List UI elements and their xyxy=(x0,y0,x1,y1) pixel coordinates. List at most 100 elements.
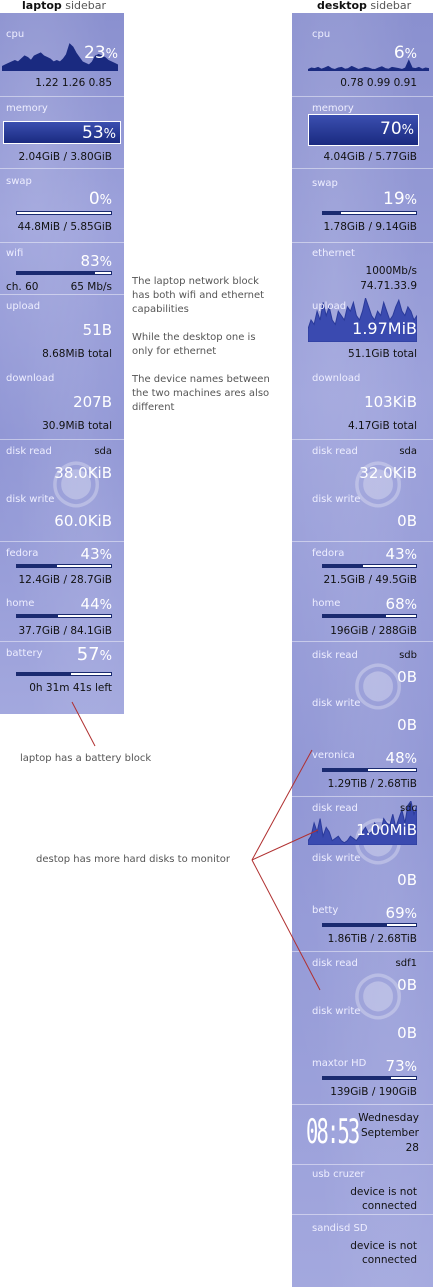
disk-read-label: disk read xyxy=(312,803,358,814)
wifi-percent: 83% xyxy=(80,252,112,270)
veronica-percent: 48% xyxy=(385,749,417,767)
disk-read-label: disk read xyxy=(312,958,358,969)
home-label: home xyxy=(6,598,35,609)
fedora-percent: 43% xyxy=(385,545,417,563)
disk-write-label: disk write xyxy=(312,698,361,709)
home-detail: 37.7GiB / 84.1GiB xyxy=(18,625,113,637)
sandisk-status: device is not connected xyxy=(350,1240,417,1266)
laptop-home-block: home 44% 37.7GiB / 84.1GiB xyxy=(0,592,124,642)
disk-write-label: disk write xyxy=(312,494,361,505)
maxtor-detail: 139GiB / 190GiB xyxy=(330,1086,417,1098)
laptop-sidebar: cpu 23% 1.22 1.26 0.85 memory 53% 2.04Gi… xyxy=(0,13,124,714)
disk-write-rate: 0B xyxy=(397,1024,417,1042)
betty-percent: 69% xyxy=(385,904,417,922)
disk-write-rate: 0B xyxy=(397,716,417,734)
veronica-detail: 1.29TiB / 2.68TiB xyxy=(327,778,417,790)
laptop-sidebar-title: laptop sidebar xyxy=(22,0,107,12)
laptop-download-block: download 207B 30.9MiB total xyxy=(0,367,124,440)
memory-fill: 70% xyxy=(308,114,419,146)
desktop-clock-block: 08:53 Wednesday September 28 xyxy=(292,1105,433,1165)
upload-label: upload xyxy=(6,301,41,312)
swap-detail: 44.8MiB / 5.85GiB xyxy=(17,221,112,233)
battery-label: battery xyxy=(6,648,43,659)
laptop-memory-block: memory 53% 2.04GiB / 3.80GiB xyxy=(0,97,124,169)
disk-write-label: disk write xyxy=(6,494,55,505)
wifi-rate: 65 Mb/s xyxy=(70,281,112,293)
network-note: The laptop network block has both wifi a… xyxy=(132,276,270,413)
laptop-upload-block: upload 51B 8.68MiB total xyxy=(0,295,124,367)
disk-read-label: disk read xyxy=(312,650,358,661)
home-label: home xyxy=(312,598,341,609)
swap-label: swap xyxy=(312,178,338,189)
download-label: download xyxy=(312,373,361,384)
clock-day: 28 xyxy=(405,1142,419,1154)
fedora-label: fedora xyxy=(312,548,345,559)
desktop-maxtor-block: maxtor HD 73% 139GiB / 190GiB xyxy=(292,1052,433,1105)
cpu-percent: 23% xyxy=(84,43,118,63)
cpu-label: cpu xyxy=(6,29,25,40)
desktop-betty-block: betty 69% 1.86TiB / 2.68TiB xyxy=(292,899,433,952)
upload-total: 51.1GiB total xyxy=(348,348,417,360)
battery-bar xyxy=(16,672,112,676)
swap-percent: 0% xyxy=(88,189,112,209)
desktop-sdc-block: ◉ disk read sdc 1.00MiB disk write 0B xyxy=(292,797,433,899)
home-percent: 68% xyxy=(385,595,417,613)
disk-write-rate: 60.0KiB xyxy=(54,512,112,530)
fedora-detail: 12.4GiB / 28.7GiB xyxy=(18,574,113,586)
maxtor-percent: 73% xyxy=(385,1057,417,1075)
cpu-loadavg: 1.22 1.26 0.85 xyxy=(35,77,112,89)
usb-status: device is not connected xyxy=(350,1186,417,1212)
disk-write-rate: 0B xyxy=(397,871,417,889)
veronica-bar xyxy=(322,768,417,772)
desktop-cpu-graph xyxy=(308,59,429,71)
swap-percent: 19% xyxy=(383,189,417,209)
desktop-sdf1-block: ◉ disk read sdf1 0B disk write 0B xyxy=(292,952,433,1052)
wifi-label: wifi xyxy=(6,248,24,259)
desktop-cpu-block: cpu 6% 0.78 0.99 0.91 xyxy=(292,13,433,97)
desktop-sidebar-title: desktop sidebar xyxy=(317,0,412,12)
clock-weekday: Wednesday xyxy=(358,1112,419,1124)
wifi-bar xyxy=(16,271,112,275)
upload-rate: 1.97MiB xyxy=(352,319,417,338)
memory-label: memory xyxy=(6,103,48,114)
upload-label: upload xyxy=(312,301,347,312)
disk-read-rate: 38.0KiB xyxy=(54,464,112,482)
clock-time: 08:53 xyxy=(306,1112,360,1152)
swap-detail: 1.78GiB / 9.14GiB xyxy=(323,221,418,233)
upload-rate: 51B xyxy=(82,321,112,339)
disk-read-rate: 1.00MiB xyxy=(356,821,417,839)
battery-detail: 0h 31m 41s left xyxy=(29,682,112,694)
download-label: download xyxy=(6,373,55,384)
desktop-swap-block: swap 19% 1.78GiB / 9.14GiB xyxy=(292,169,433,243)
memory-detail: 4.04GiB / 5.77GiB xyxy=(323,151,418,163)
veronica-label: veronica xyxy=(312,750,355,761)
desktop-sandisk-block: sandisd SD device is not connected xyxy=(292,1215,433,1287)
laptop-cpu-block: cpu 23% 1.22 1.26 0.85 xyxy=(0,13,124,97)
desktop-sdc-graph xyxy=(308,801,417,845)
home-bar xyxy=(16,614,112,618)
desktop-ethernet-block: ethernet 1000Mb/s 74.71.33.9 upload 1.97… xyxy=(292,243,433,367)
disk-read-label: disk read xyxy=(312,446,358,457)
memory-fill: 53% xyxy=(3,121,121,144)
swap-bar xyxy=(16,211,112,215)
home-bar xyxy=(322,614,417,618)
ethernet-label: ethernet xyxy=(312,248,355,259)
fedora-percent: 43% xyxy=(80,545,112,563)
disk-icon: ◉ xyxy=(50,445,103,515)
memory-label: memory xyxy=(312,103,354,114)
disk-read-rate: 0B xyxy=(397,668,417,686)
maxtor-label: maxtor HD xyxy=(312,1058,367,1069)
fedora-label: fedora xyxy=(6,548,39,559)
wifi-channel: ch. 60 xyxy=(6,281,39,293)
disk-write-label: disk write xyxy=(312,853,361,864)
desktop-upload-graph xyxy=(308,298,417,342)
ethernet-speed: 1000Mb/s xyxy=(365,265,417,277)
clock-month: September xyxy=(360,1127,419,1139)
home-percent: 44% xyxy=(80,595,112,613)
cpu-percent: 6% xyxy=(393,43,417,63)
disk-read-rate: 0B xyxy=(397,976,417,994)
cpu-label: cpu xyxy=(312,29,331,40)
desktop-sidebar: cpu 6% 0.78 0.99 0.91 memory 70% 4.04GiB… xyxy=(292,13,433,1287)
clock-date: Wednesday September 28 xyxy=(358,1111,419,1156)
betty-detail: 1.86TiB / 2.68TiB xyxy=(327,933,417,945)
